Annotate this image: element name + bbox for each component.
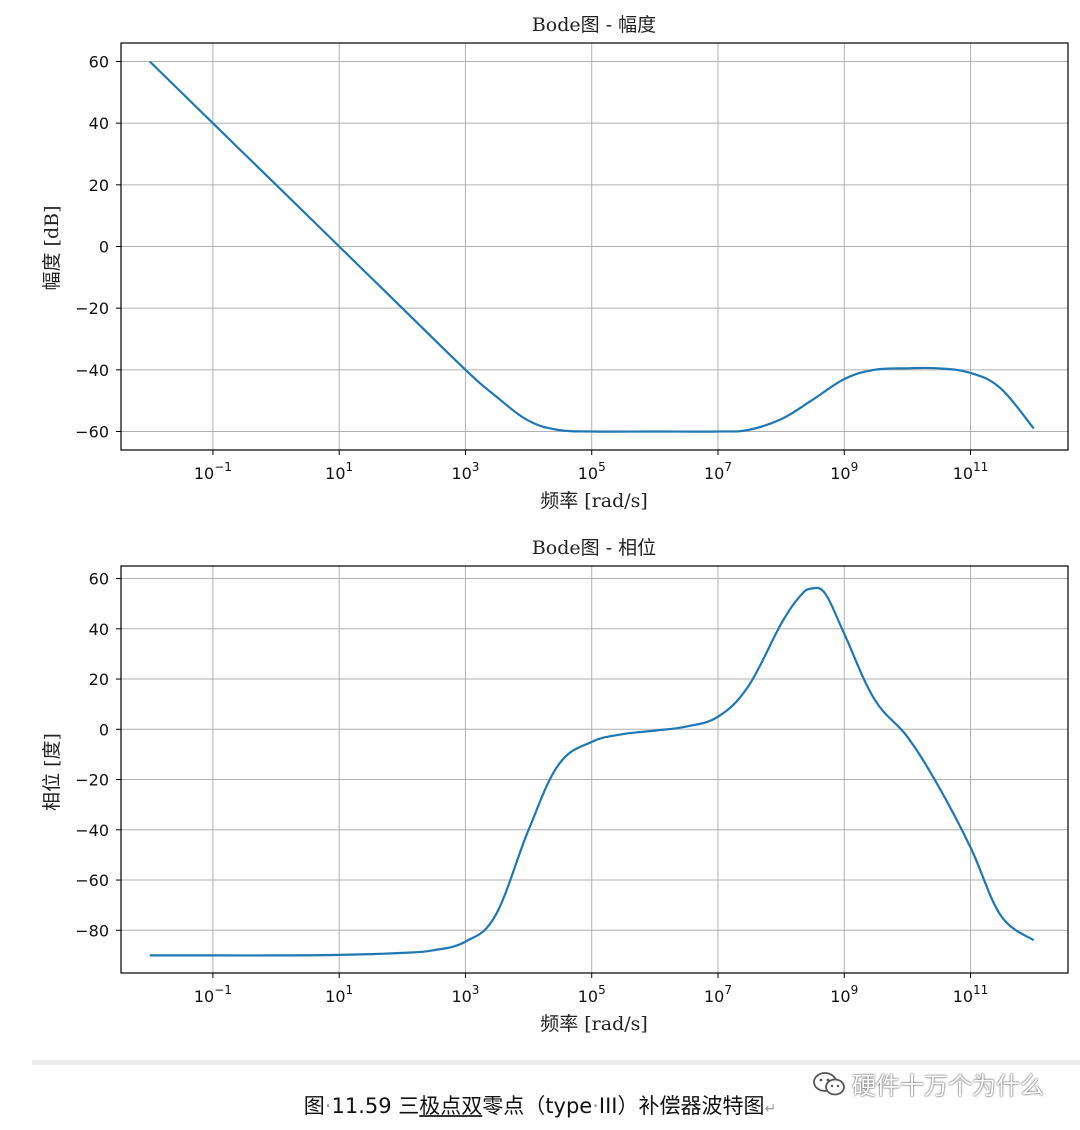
magnitude-y-ticks: 60 40 20 0 −20 −40 −60 xyxy=(75,53,121,442)
phase-series-line xyxy=(149,586,1035,957)
magnitude-y-tick-label: −40 xyxy=(75,361,109,380)
magnitude-x-tick-label: 10−1 xyxy=(194,460,232,483)
phase-y-tick-label: 0 xyxy=(99,720,109,739)
magnitude-x-tick-label: 103 xyxy=(451,460,479,483)
phase-title: Bode图 - 相位 xyxy=(532,537,656,559)
phase-x-tick-label: 109 xyxy=(830,983,858,1006)
caption-prefix: 图 xyxy=(303,1094,325,1118)
caption-part-1: 三 xyxy=(398,1094,420,1118)
phase-panel: Bode图 - 相位 10−1 101 103 105 107 109 1011 60 40 2… xyxy=(41,537,1069,1035)
magnitude-x-tick-label: 1011 xyxy=(953,460,989,483)
phase-y-tick-label: 40 xyxy=(89,620,109,639)
magnitude-series xyxy=(149,60,1035,433)
caption-part-4: III）补偿器波特图 xyxy=(598,1094,765,1118)
caption-number: 11.59 xyxy=(331,1094,392,1118)
magnitude-title: Bode图 - 幅度 xyxy=(532,14,656,36)
phase-axes-frame xyxy=(120,565,1069,974)
phase-x-tick-label: 105 xyxy=(578,983,606,1006)
phase-series xyxy=(149,586,1035,957)
phase-y-tick-label: 60 xyxy=(89,570,109,589)
caption-part-3: 零点（type xyxy=(482,1094,593,1118)
phase-x-tick-label: 1011 xyxy=(953,983,989,1006)
magnitude-x-tick-label: 101 xyxy=(325,460,353,483)
magnitude-grid xyxy=(121,43,1068,450)
caption-dot-2: · xyxy=(592,1094,599,1118)
phase-y-tick-label: −40 xyxy=(75,821,109,840)
magnitude-series-line xyxy=(149,60,1035,433)
phase-grid xyxy=(121,566,1068,973)
magnitude-x-ticks: 10−1 101 103 105 107 109 1011 xyxy=(194,450,988,483)
phase-y-tick-label: −60 xyxy=(75,871,109,890)
wechat-icon xyxy=(813,1071,845,1095)
magnitude-x-tick-label: 107 xyxy=(704,460,732,483)
phase-x-tick-label: 101 xyxy=(325,983,353,1006)
phase-y-ticks: 60 40 20 0 −20 −40 −60 −80 xyxy=(75,570,121,940)
phase-y-tick-label: 20 xyxy=(89,670,109,689)
caption-dot-1: · xyxy=(324,1094,332,1118)
footer-divider xyxy=(32,1060,1080,1065)
magnitude-y-tick-label: −20 xyxy=(75,299,109,318)
magnitude-y-tick-label: −60 xyxy=(75,423,109,442)
magnitude-x-tick-label: 109 xyxy=(830,460,858,483)
phase-x-tick-label: 107 xyxy=(704,983,732,1006)
magnitude-y-label: 幅度 [dB] xyxy=(41,206,63,291)
magnitude-y-tick-label: 0 xyxy=(99,238,109,257)
magnitude-y-tick-label: 20 xyxy=(89,176,109,195)
phase-x-ticks: 10−1 101 103 105 107 109 1011 xyxy=(194,973,988,1006)
watermark-text: 硬件十万个为什么 xyxy=(852,1072,1044,1100)
phase-x-tick-label: 103 xyxy=(451,983,479,1006)
magnitude-y-tick-label: 40 xyxy=(89,114,109,133)
caption-return-mark: ↵ xyxy=(764,1101,777,1117)
magnitude-y-tick-label: 60 xyxy=(89,53,109,72)
bode-charts: Bode图 - 幅度 10−1 101 103 105 107 109 1011 60 40 2… xyxy=(41,14,1069,1035)
magnitude-x-tick-label: 105 xyxy=(578,460,606,483)
phase-x-label: 频率 [rad/s] xyxy=(540,1013,648,1035)
magnitude-x-label: 频率 [rad/s] xyxy=(540,490,648,512)
watermark: 硬件十万个为什么 xyxy=(812,1066,1044,1101)
magnitude-panel: Bode图 - 幅度 10−1 101 103 105 107 109 1011 60 40 2… xyxy=(41,14,1069,512)
phase-y-label: 相位 [度] xyxy=(41,733,63,811)
figure-caption: 图·11.59 三极点双零点（type·III）补偿器波特图↵ xyxy=(0,1090,1080,1120)
phase-y-tick-label: −80 xyxy=(75,921,109,940)
phase-y-tick-label: −20 xyxy=(75,771,109,790)
phase-x-tick-label: 10−1 xyxy=(194,983,232,1006)
caption-part-2: 极点双 xyxy=(419,1094,483,1118)
